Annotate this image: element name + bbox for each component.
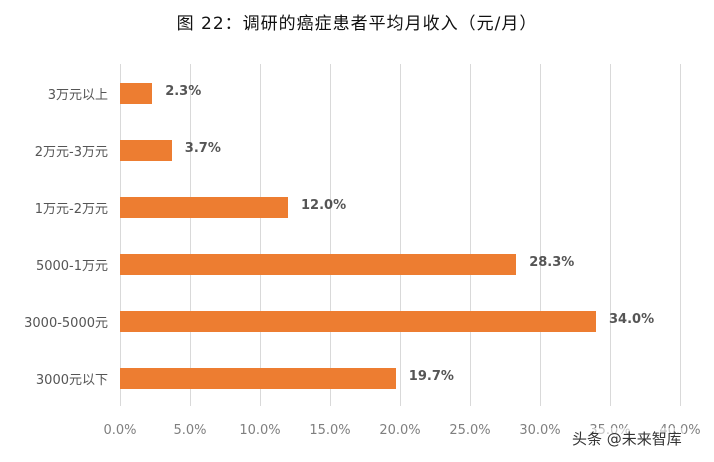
category-label: 3000元以下: [35, 373, 108, 388]
category-label: 1万元-2万元: [34, 202, 108, 217]
gridline: [610, 64, 611, 406]
gridline: [540, 64, 541, 406]
bar-value-label: 34.0%: [609, 312, 655, 327]
bar: [120, 82, 153, 104]
bar: [120, 310, 596, 332]
watermark: 头条 @未来智库: [570, 428, 684, 449]
x-tick-label: 5.0%: [173, 423, 207, 438]
bar-value-label: 19.7%: [408, 369, 454, 384]
category-label: 3万元以上: [47, 88, 108, 103]
chart-title: 图 22：调研的癌症患者平均月收入（元/月）: [176, 14, 538, 34]
gridline: [680, 64, 681, 406]
gridline: [190, 64, 191, 406]
x-tick-label: 10.0%: [239, 423, 281, 438]
bar: [120, 139, 172, 161]
x-tick-label: 0.0%: [103, 423, 137, 438]
x-tick-label: 20.0%: [379, 423, 421, 438]
x-tick-label: 15.0%: [309, 423, 351, 438]
bar-value-label: 2.3%: [165, 84, 202, 99]
gridline: [470, 64, 471, 406]
bar: [120, 196, 288, 218]
category-label: 5000-1万元: [35, 259, 108, 274]
bar: [120, 253, 517, 275]
category-label: 3000-5000元: [24, 316, 108, 331]
x-tick-label: 25.0%: [449, 423, 491, 438]
category-label: 2万元-3万元: [34, 145, 108, 160]
bar: [120, 367, 396, 389]
bar-value-label: 28.3%: [529, 255, 575, 270]
gridline: [330, 64, 331, 406]
x-tick-label: 30.0%: [519, 423, 561, 438]
bar-value-label: 3.7%: [184, 141, 221, 156]
bar-value-label: 12.0%: [301, 198, 347, 213]
gridline: [400, 64, 401, 406]
gridline: [260, 64, 261, 406]
gridline: [120, 64, 121, 406]
